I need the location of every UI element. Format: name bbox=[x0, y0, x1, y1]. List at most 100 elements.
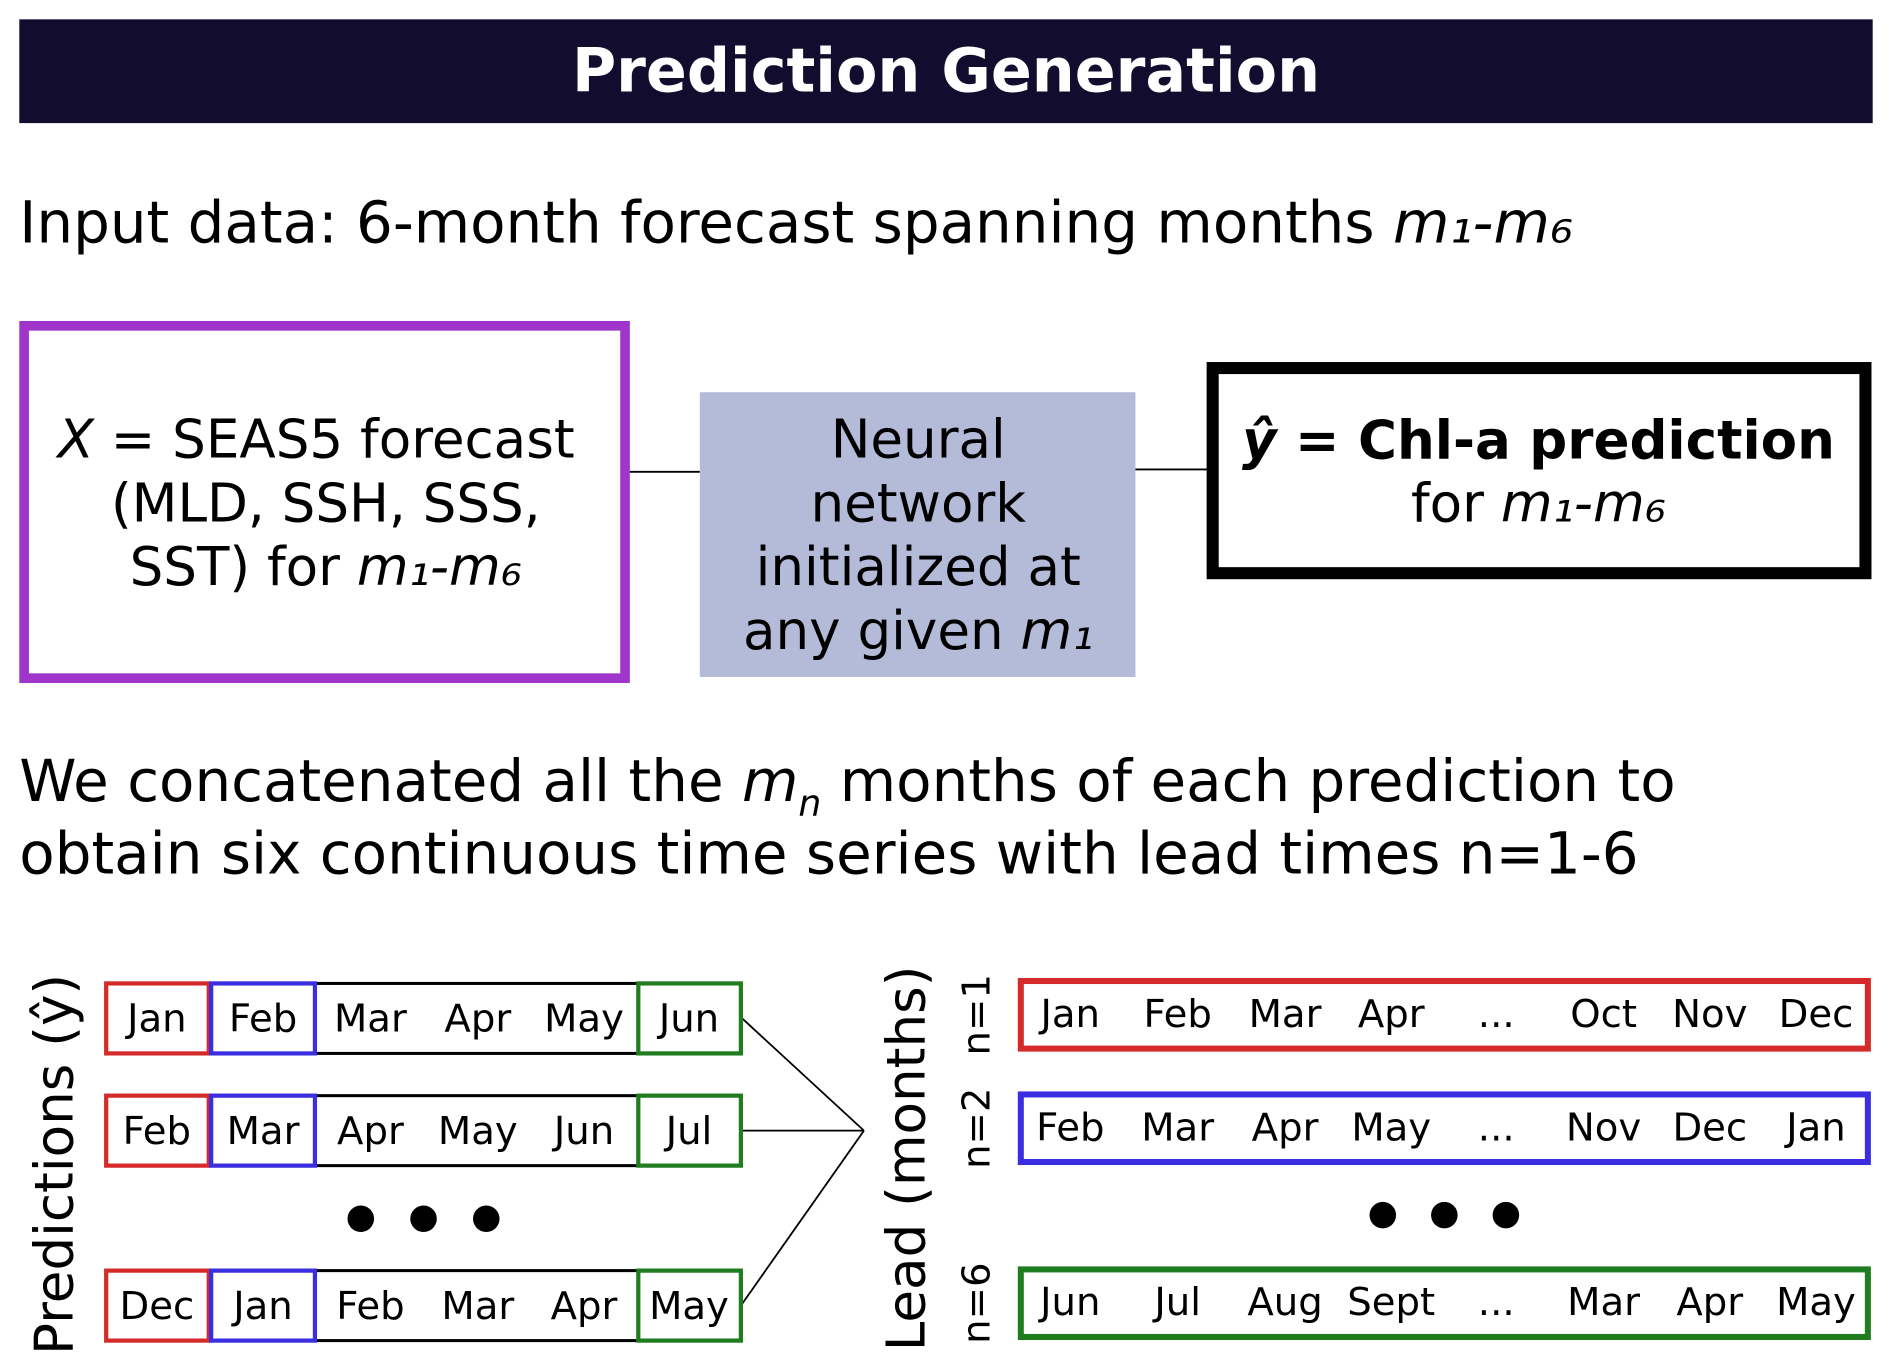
lead-label: n=1 bbox=[954, 974, 999, 1055]
month-label: Jul bbox=[1152, 1280, 1201, 1325]
month-label: ... bbox=[1478, 1105, 1515, 1150]
month-label: Jan bbox=[125, 997, 187, 1042]
month-label: Apr bbox=[1358, 992, 1425, 1037]
month-label: Jan bbox=[231, 1284, 293, 1329]
month-label: Apr bbox=[444, 997, 511, 1042]
month-cell bbox=[636, 1268, 743, 1343]
dot bbox=[1369, 1201, 1397, 1229]
concat-text: We concatenated all the bbox=[19, 747, 742, 815]
month-label: May bbox=[1351, 1105, 1431, 1150]
network-text: any given bbox=[743, 600, 1020, 662]
lead-label: n=2 bbox=[954, 1088, 999, 1169]
predictions-axis-label: Predictions (ŷ) bbox=[23, 974, 85, 1355]
output-text: = Chl-a prediction bbox=[1277, 410, 1835, 472]
month-label: Feb bbox=[1143, 992, 1211, 1037]
month-label: Dec bbox=[120, 1284, 195, 1329]
month-label: Nov bbox=[1566, 1105, 1641, 1150]
month-cell bbox=[209, 1268, 318, 1343]
lead-row bbox=[1017, 978, 1871, 1052]
output-months: m₁-m₆ bbox=[1501, 472, 1666, 534]
month-label: Feb bbox=[336, 1284, 404, 1329]
month-label: Jun bbox=[1038, 1280, 1100, 1325]
month-label: Nov bbox=[1672, 992, 1747, 1037]
dot bbox=[473, 1205, 500, 1233]
input-box bbox=[19, 320, 630, 683]
input-line: X = SEAS5 forecast bbox=[55, 408, 575, 470]
output-symbol: ŷ bbox=[1242, 410, 1279, 472]
month-label: Jul bbox=[664, 1109, 713, 1154]
month-label: Apr bbox=[1676, 1280, 1743, 1325]
ellipsis bbox=[347, 1201, 1520, 1233]
month-label: Jan bbox=[1039, 992, 1101, 1037]
month-label: Jun bbox=[657, 997, 719, 1042]
input-line: SST) for m₁-m₆ bbox=[130, 536, 522, 598]
month-label: Feb bbox=[123, 1109, 191, 1154]
month-cell bbox=[104, 1268, 211, 1343]
lead-label: n=6 bbox=[954, 1262, 999, 1343]
month-label: Apr bbox=[337, 1109, 404, 1154]
connectors bbox=[740, 1016, 865, 1307]
intro: Input data: 6-month forecast spanning mo… bbox=[19, 189, 1393, 257]
month-label: Mar bbox=[1141, 1105, 1214, 1150]
month-label: May bbox=[649, 1284, 729, 1329]
dot bbox=[1431, 1201, 1458, 1229]
concat-var: m bbox=[742, 747, 798, 815]
network-month: m₁ bbox=[1020, 600, 1093, 662]
header-title: Prediction Generation bbox=[572, 37, 1320, 107]
month-label: Jun bbox=[552, 1109, 614, 1154]
intro-months: m₁-m₆ bbox=[1393, 189, 1573, 257]
month-label: Mar bbox=[441, 1284, 514, 1329]
connector bbox=[740, 1016, 865, 1132]
month-label: Apr bbox=[1252, 1105, 1319, 1150]
month-label: Mar bbox=[334, 997, 407, 1042]
network-text: Neural bbox=[831, 408, 1006, 470]
network-text: network bbox=[810, 472, 1026, 534]
month-label: May bbox=[1776, 1280, 1856, 1325]
output-box bbox=[1206, 362, 1872, 580]
month-label: Feb bbox=[1036, 1105, 1104, 1150]
month-label: May bbox=[438, 1109, 518, 1154]
network-line: network bbox=[810, 472, 1026, 534]
network-line: any given m₁ bbox=[743, 600, 1093, 662]
header-bar bbox=[19, 19, 1873, 124]
month-label: Dec bbox=[1672, 1105, 1747, 1150]
lead-row bbox=[1017, 1266, 1871, 1340]
concat-sub: n bbox=[798, 782, 821, 825]
input-symbol: X bbox=[55, 408, 96, 470]
month-label: Dec bbox=[1779, 992, 1854, 1037]
input-text: SST) for bbox=[130, 536, 357, 598]
input-line: (MLD, SSH, SSS, bbox=[111, 472, 541, 534]
network-text: initialized at bbox=[756, 536, 1081, 598]
month-label: Feb bbox=[229, 997, 297, 1042]
dot bbox=[347, 1205, 375, 1233]
intro-text: Input data: 6-month forecast spanning mo… bbox=[19, 189, 1573, 257]
dot bbox=[1492, 1201, 1520, 1229]
month-label: May bbox=[544, 997, 624, 1042]
month-cell bbox=[104, 1093, 211, 1168]
concat-text: months of each prediction to bbox=[821, 747, 1675, 815]
network-line: Neural bbox=[831, 408, 1006, 470]
concat-line: obtain six continuous time series with l… bbox=[19, 820, 1638, 888]
input-months: m₁-m₆ bbox=[357, 536, 522, 598]
network-line: initialized at bbox=[756, 536, 1081, 598]
lead-axis-label: Lead (months) bbox=[875, 966, 937, 1352]
dot bbox=[410, 1205, 437, 1233]
month-label: Mar bbox=[1249, 992, 1322, 1037]
month-label: Apr bbox=[551, 1284, 618, 1329]
concat-line: We concatenated all the mn months of eac… bbox=[19, 747, 1675, 824]
month-cell bbox=[636, 981, 743, 1056]
month-cell bbox=[209, 1093, 318, 1168]
output-title: ŷ = Chl-a prediction bbox=[1242, 410, 1835, 472]
output-line: for m₁-m₆ bbox=[1411, 472, 1666, 534]
output-text: for bbox=[1411, 472, 1501, 534]
network-box bbox=[699, 392, 1136, 677]
connector bbox=[740, 1130, 865, 1307]
month-label: Jan bbox=[1784, 1105, 1846, 1150]
input-text: = SEAS5 forecast bbox=[94, 408, 575, 470]
month-cell bbox=[636, 1093, 743, 1168]
month-label: Mar bbox=[227, 1109, 300, 1154]
month-label: ... bbox=[1478, 992, 1515, 1037]
